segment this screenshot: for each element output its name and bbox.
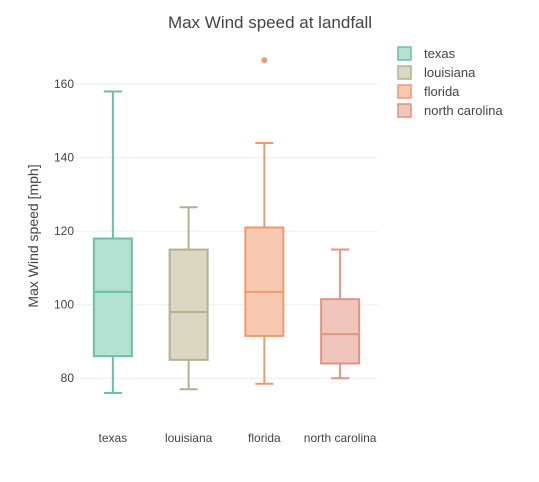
box-texas[interactable] — [92, 90, 133, 394]
x-tick-label: north carolina — [304, 431, 377, 445]
y-tick-label: 140 — [54, 151, 74, 165]
legend-label: north carolina — [424, 103, 504, 118]
x-tick-label: louisiana — [165, 431, 213, 445]
boxes — [92, 57, 361, 394]
y-tick-label: 120 — [54, 224, 74, 238]
chart-title: Max Wind speed at landfall — [168, 13, 372, 32]
legend-swatch — [397, 103, 412, 118]
iqr-box — [244, 226, 285, 337]
legend-label: louisiana — [424, 65, 476, 80]
y-tick-labels: 80 100 120 140 160 — [54, 77, 74, 385]
y-tick-label: 160 — [54, 77, 74, 91]
y-tick-label: 80 — [61, 371, 75, 385]
legend-item-texas[interactable]: texas — [397, 46, 456, 61]
x-tick-label: florida — [248, 431, 281, 445]
outlier-point — [261, 57, 268, 64]
box-louisiana[interactable] — [168, 206, 209, 391]
y-axis-label: Max Wind speed [mph] — [25, 164, 41, 307]
legend-swatch — [397, 65, 412, 80]
box-florida[interactable] — [244, 57, 285, 385]
legend-item-north-carolina[interactable]: north carolina — [397, 103, 504, 118]
y-tick-label: 100 — [54, 298, 74, 312]
legend[interactable]: texas louisiana florida north carolina — [397, 46, 504, 118]
iqr-box — [168, 248, 209, 361]
box-north-carolina[interactable] — [320, 248, 361, 380]
legend-label: texas — [424, 46, 456, 61]
legend-item-louisiana[interactable]: louisiana — [397, 65, 476, 80]
x-tick-label: texas — [99, 431, 128, 445]
iqr-box — [92, 237, 133, 358]
legend-swatch — [397, 46, 412, 61]
iqr-box — [320, 298, 361, 365]
legend-swatch — [397, 84, 412, 99]
legend-item-florida[interactable]: florida — [397, 84, 460, 99]
x-tick-labels: texas louisiana florida north carolina — [99, 431, 377, 445]
legend-label: florida — [424, 84, 460, 99]
